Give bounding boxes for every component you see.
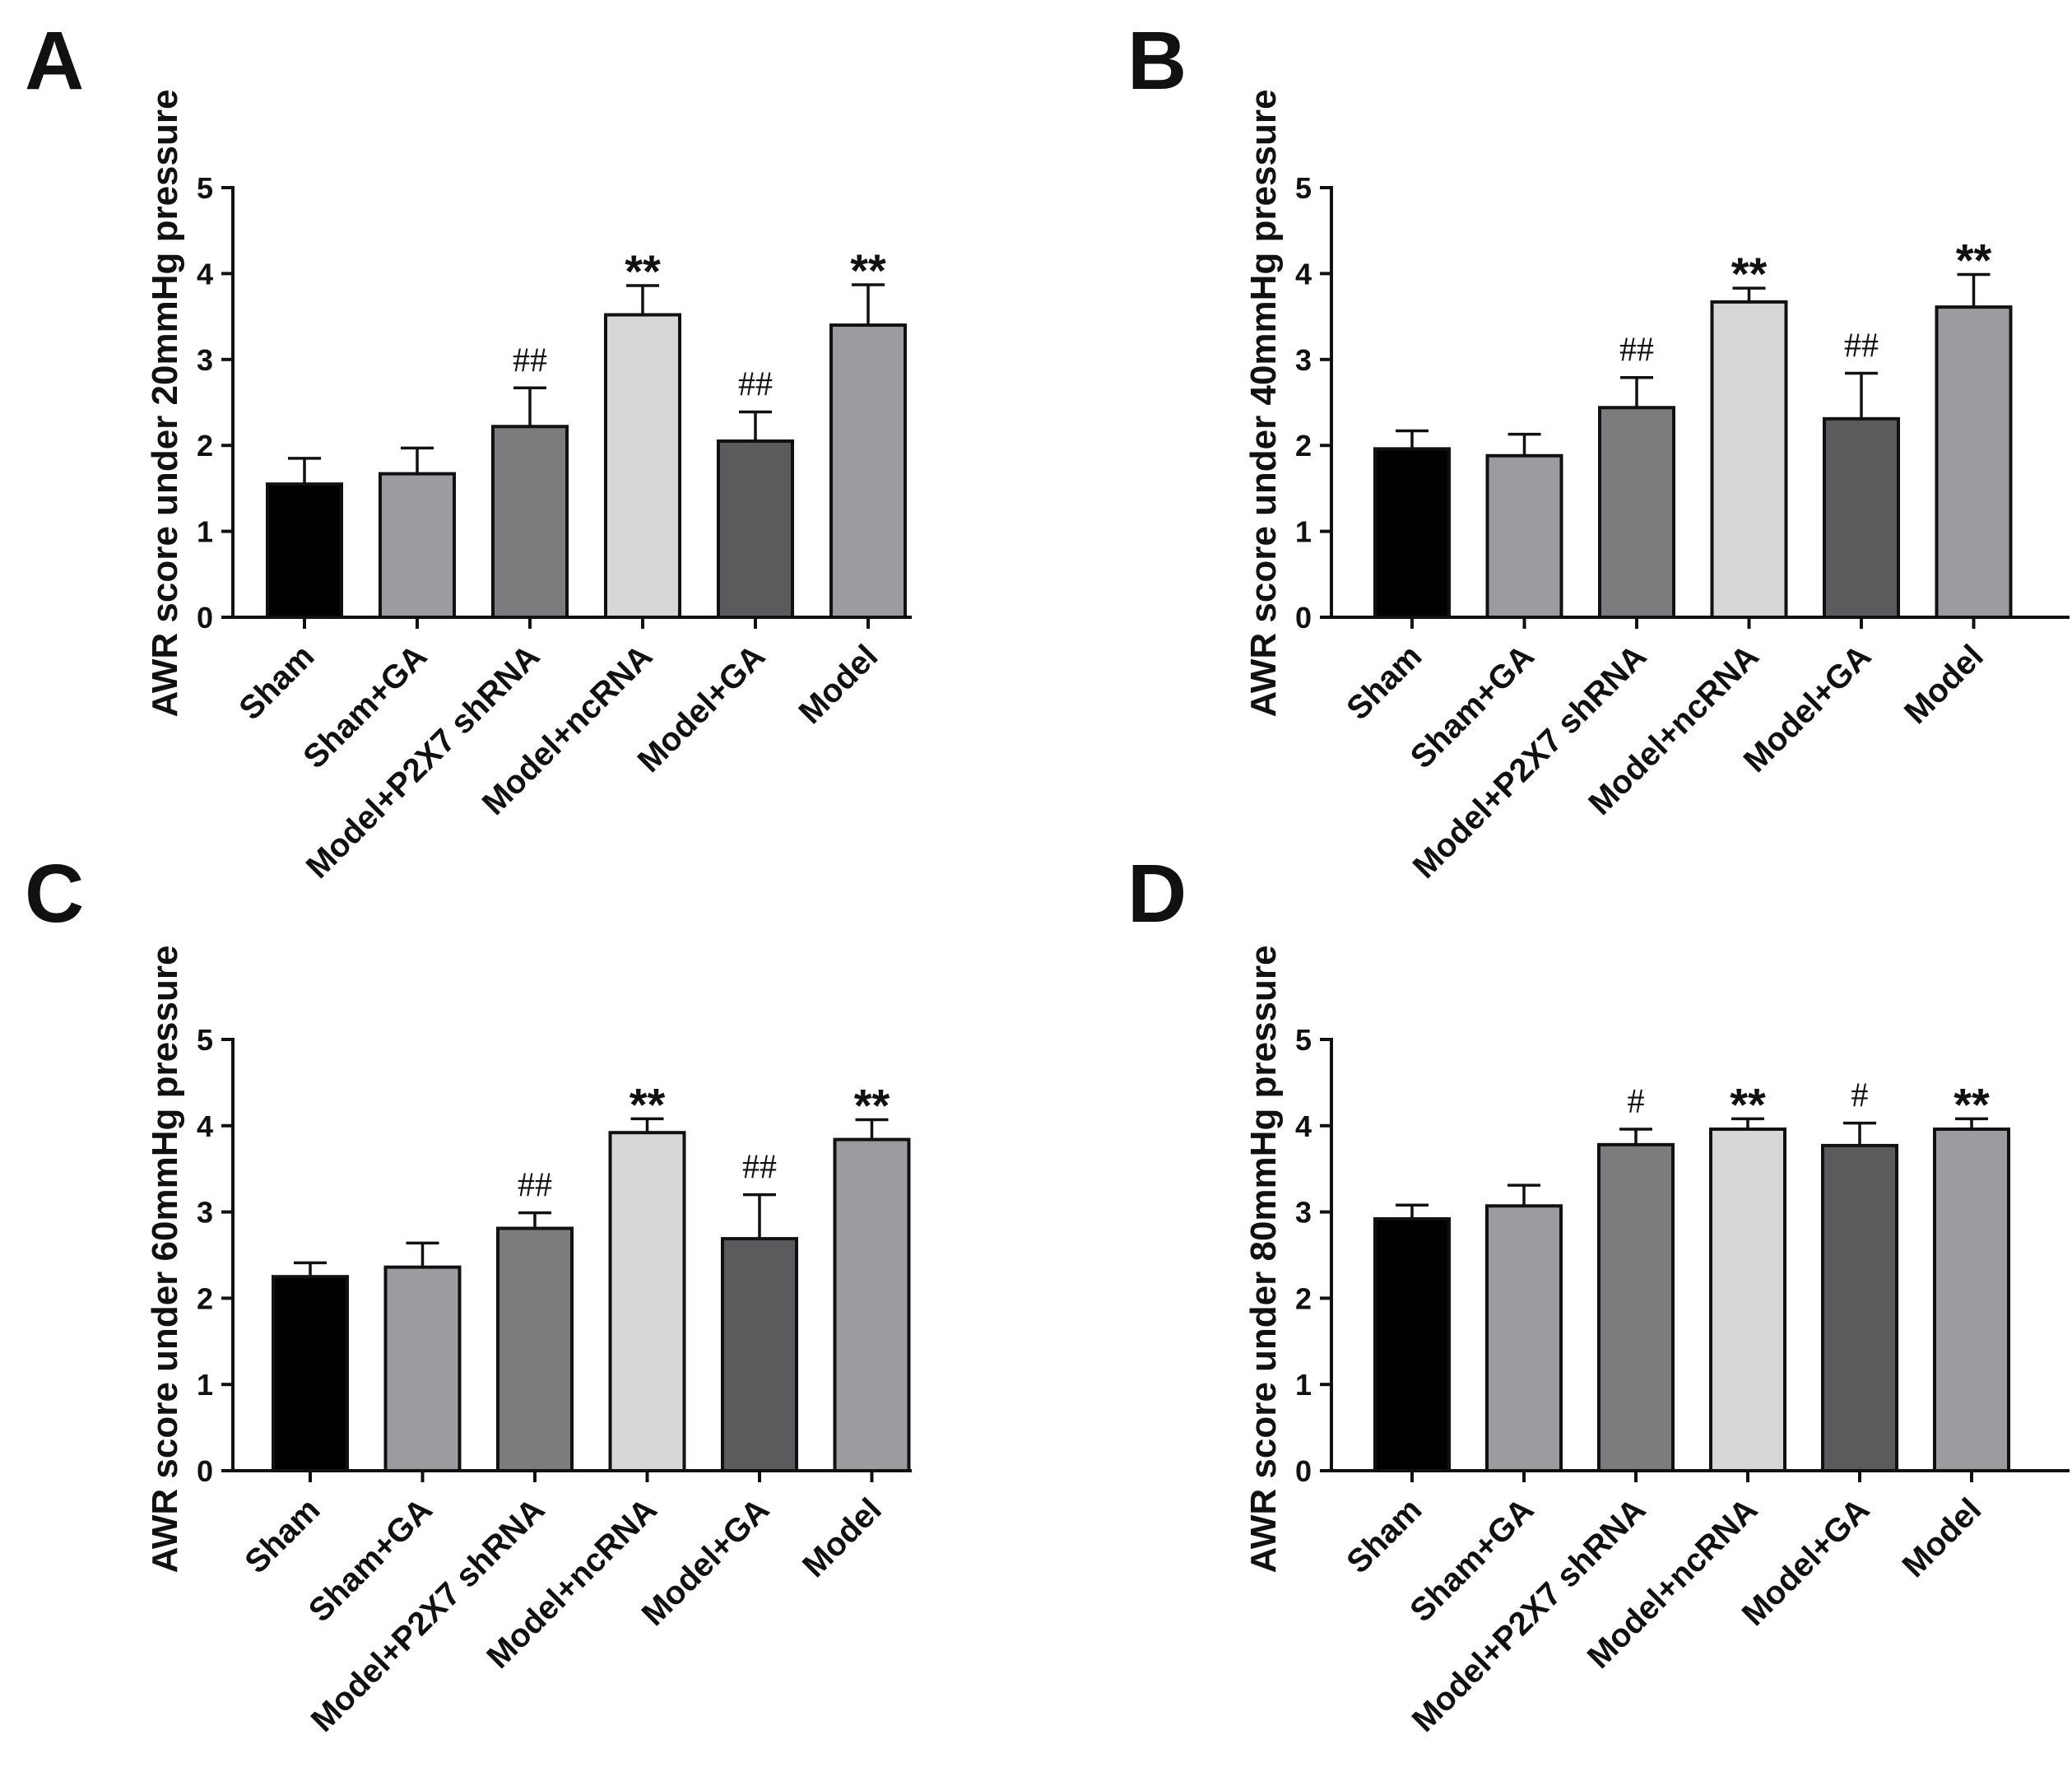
bar — [608, 1131, 686, 1472]
chart-panel-D: D AWR score under 80mmHg pressure 0 1 2 3 4 5 Sh… — [1127, 848, 2070, 1739]
bar — [1933, 1127, 2010, 1472]
y-tick-label: 4 — [1295, 1109, 1312, 1143]
x-tick-label: Sham — [1340, 1491, 1429, 1580]
y-tick-label: 0 — [1295, 1454, 1312, 1488]
bar — [1709, 1127, 1786, 1472]
y-tick-label: 0 — [1295, 601, 1312, 635]
bar — [1821, 1143, 1898, 1473]
significance-label: ## — [1619, 332, 1654, 370]
y-axis-label: AWR score under 20mmHg pressure — [145, 90, 185, 718]
significance-label: ## — [742, 1149, 777, 1187]
significance-label: ** — [850, 244, 886, 296]
chart-panel-B: B AWR score under 40mmHg pressure 0 1 2 3 4 5 Sh… — [1127, 15, 2070, 886]
bar — [1823, 416, 1900, 619]
significance-label: ** — [1731, 248, 1768, 300]
panel-letter: D — [1127, 848, 1187, 940]
significance-label: ## — [513, 342, 547, 379]
x-tick-label: Model — [1896, 1491, 1989, 1584]
significance-label: ** — [1954, 1078, 1990, 1130]
bar — [1485, 453, 1563, 620]
y-tick-label: 2 — [1295, 1281, 1312, 1315]
y-axis-label: AWR score under 80mmHg pressure — [1243, 946, 1284, 1574]
bar — [272, 1275, 349, 1472]
bar — [721, 1237, 798, 1472]
bar — [379, 472, 456, 619]
bar — [1373, 447, 1451, 619]
panel-letter: A — [25, 15, 84, 107]
x-tick-label: Model — [792, 638, 885, 731]
significance-label: ## — [738, 365, 773, 403]
y-tick-label: 2 — [1295, 429, 1312, 463]
bar — [1373, 1216, 1451, 1472]
x-tick-label: Sham — [1340, 638, 1429, 727]
y-tick-label: 0 — [197, 1454, 213, 1488]
significance-label: # — [1851, 1077, 1869, 1115]
bar — [496, 1226, 574, 1472]
significance-label: ## — [1844, 328, 1879, 365]
x-tick-label: Sham — [232, 638, 321, 727]
bar — [604, 313, 681, 619]
x-tick-label: Model — [796, 1491, 889, 1584]
bar — [717, 439, 794, 619]
bar — [833, 1137, 911, 1472]
significance-label: ** — [854, 1079, 890, 1131]
significance-label: ** — [1956, 234, 1992, 286]
y-tick-label: 4 — [1295, 257, 1312, 291]
y-tick-label: 1 — [197, 515, 213, 549]
significance-label: ## — [518, 1167, 552, 1205]
significance-label: ** — [625, 245, 661, 297]
y-tick-label: 5 — [1295, 171, 1312, 205]
y-tick-label: 3 — [1295, 1196, 1312, 1230]
y-tick-label: 5 — [197, 171, 213, 205]
y-tick-label: 3 — [197, 1196, 213, 1230]
bar — [1710, 300, 1788, 619]
y-tick-label: 1 — [1295, 1368, 1312, 1402]
y-tick-label: 3 — [197, 343, 213, 377]
y-tick-label: 1 — [197, 1368, 213, 1402]
panel-letter: B — [1127, 15, 1187, 107]
panel-letter: C — [25, 848, 84, 940]
significance-label: # — [1628, 1083, 1645, 1121]
y-tick-label: 4 — [197, 257, 213, 291]
bar — [1485, 1204, 1563, 1473]
significance-label: ** — [629, 1078, 666, 1130]
y-tick-label: 4 — [197, 1109, 213, 1143]
bar — [829, 323, 907, 619]
y-tick-label: 5 — [1295, 1023, 1312, 1057]
chart-panel-A: A AWR score under 20mmHg pressure 0 1 2 3 4 5 Sh… — [25, 15, 912, 886]
significance-label: ** — [1730, 1078, 1766, 1130]
chart-panel-C: C AWR score under 60mmHg pressure 0 1 2 3 4 5 Sh… — [25, 848, 912, 1739]
y-tick-label: 3 — [1295, 343, 1312, 377]
y-tick-label: 1 — [1295, 515, 1312, 549]
x-tick-label: Model — [1898, 638, 1991, 731]
y-axis-label: AWR score under 60mmHg pressure — [145, 946, 185, 1574]
y-tick-label: 2 — [197, 429, 213, 463]
bar — [383, 1265, 462, 1472]
y-tick-label: 2 — [197, 1281, 213, 1315]
bar — [1935, 305, 2013, 619]
bar — [491, 425, 569, 619]
y-axis-label: AWR score under 40mmHg pressure — [1243, 90, 1284, 718]
bar — [1598, 406, 1675, 619]
x-tick-label: Sham — [238, 1491, 327, 1580]
bar — [266, 482, 343, 619]
y-tick-label: 5 — [197, 1023, 213, 1057]
y-tick-label: 0 — [197, 601, 213, 635]
bar — [1597, 1142, 1675, 1472]
